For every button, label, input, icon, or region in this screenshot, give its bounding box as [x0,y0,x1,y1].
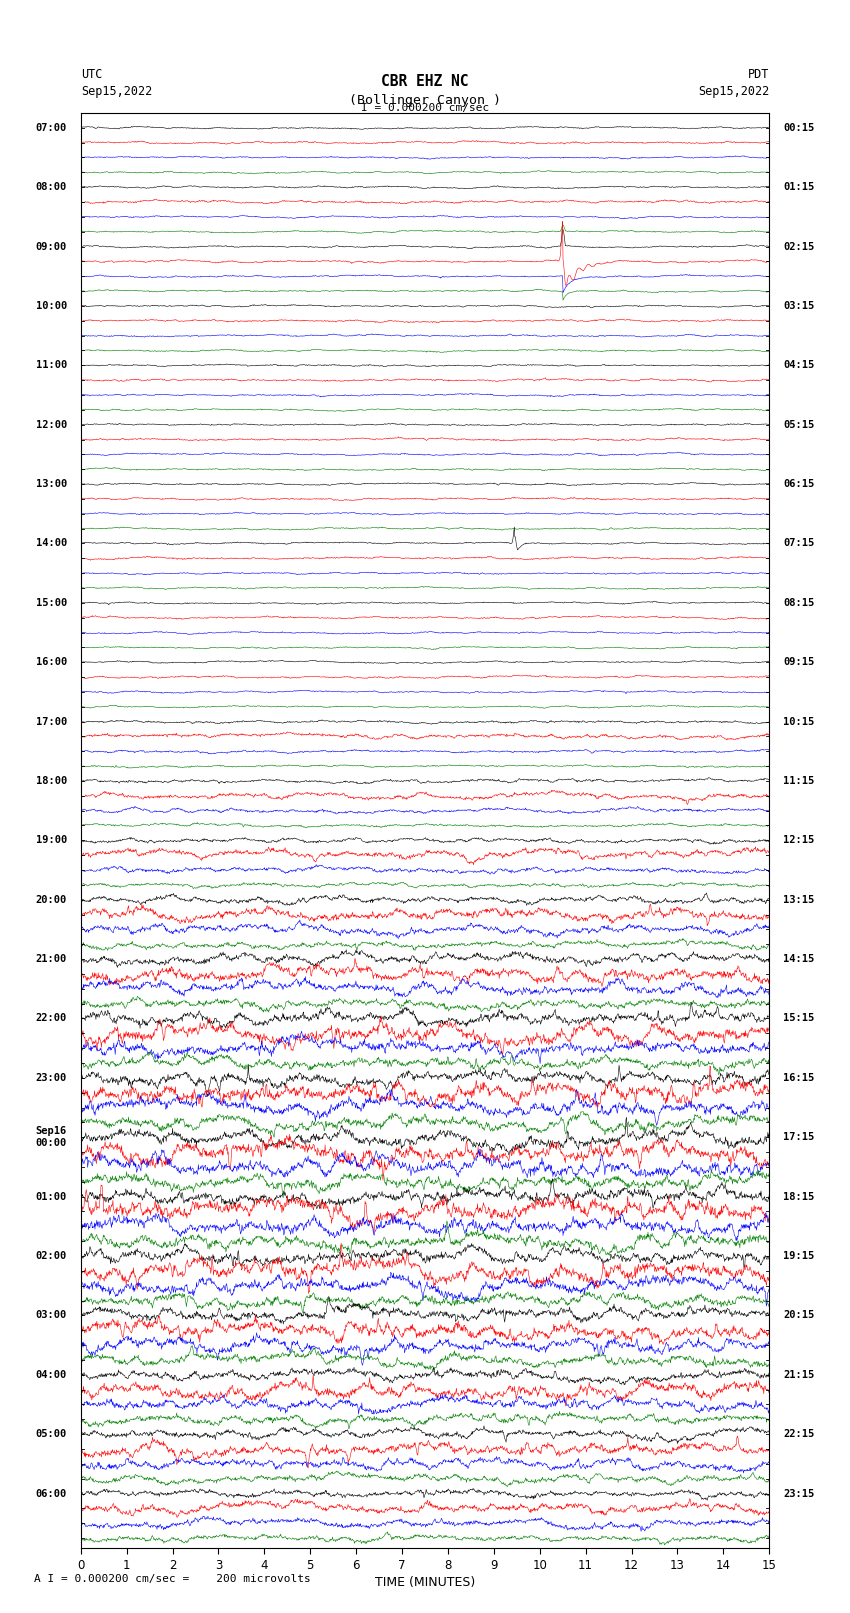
Text: 08:15: 08:15 [783,598,814,608]
Text: 04:00: 04:00 [36,1369,67,1379]
Text: (Bollinger Canyon ): (Bollinger Canyon ) [349,94,501,106]
Text: 11:00: 11:00 [36,360,67,371]
Text: 03:00: 03:00 [36,1310,67,1321]
Text: 23:00: 23:00 [36,1073,67,1082]
Text: UTC: UTC [81,68,102,81]
Text: 22:15: 22:15 [783,1429,814,1439]
Text: 09:00: 09:00 [36,242,67,252]
Text: 14:00: 14:00 [36,539,67,548]
Text: 06:00: 06:00 [36,1489,67,1498]
Text: 09:15: 09:15 [783,656,814,668]
Text: Sep16
00:00: Sep16 00:00 [36,1126,67,1148]
Text: 16:15: 16:15 [783,1073,814,1082]
Text: 04:15: 04:15 [783,360,814,371]
Text: 11:15: 11:15 [783,776,814,786]
Text: I = 0.000200 cm/sec: I = 0.000200 cm/sec [361,103,489,113]
Text: A I = 0.000200 cm/sec =    200 microvolts: A I = 0.000200 cm/sec = 200 microvolts [34,1574,311,1584]
Text: 19:15: 19:15 [783,1252,814,1261]
Text: 14:15: 14:15 [783,955,814,965]
Text: 21:00: 21:00 [36,955,67,965]
Text: 21:15: 21:15 [783,1369,814,1379]
Text: 13:15: 13:15 [783,895,814,905]
Text: 16:00: 16:00 [36,656,67,668]
Text: Sep15,2022: Sep15,2022 [81,85,152,98]
Text: 08:00: 08:00 [36,182,67,192]
Text: 15:00: 15:00 [36,598,67,608]
Text: 17:15: 17:15 [783,1132,814,1142]
Text: 07:15: 07:15 [783,539,814,548]
Text: 07:00: 07:00 [36,123,67,132]
Text: 02:00: 02:00 [36,1252,67,1261]
X-axis label: TIME (MINUTES): TIME (MINUTES) [375,1576,475,1589]
Text: PDT: PDT [748,68,769,81]
Text: 12:00: 12:00 [36,419,67,429]
Text: 10:15: 10:15 [783,716,814,726]
Text: 22:00: 22:00 [36,1013,67,1024]
Text: 00:15: 00:15 [783,123,814,132]
Text: 10:00: 10:00 [36,302,67,311]
Text: 19:00: 19:00 [36,836,67,845]
Text: 03:15: 03:15 [783,302,814,311]
Text: 02:15: 02:15 [783,242,814,252]
Text: 23:15: 23:15 [783,1489,814,1498]
Text: 18:00: 18:00 [36,776,67,786]
Text: 05:00: 05:00 [36,1429,67,1439]
Text: 06:15: 06:15 [783,479,814,489]
Text: CBR EHZ NC: CBR EHZ NC [382,74,468,89]
Text: 05:15: 05:15 [783,419,814,429]
Text: 01:00: 01:00 [36,1192,67,1202]
Text: Sep15,2022: Sep15,2022 [698,85,769,98]
Text: 18:15: 18:15 [783,1192,814,1202]
Text: 20:00: 20:00 [36,895,67,905]
Text: 20:15: 20:15 [783,1310,814,1321]
Text: 15:15: 15:15 [783,1013,814,1024]
Text: 17:00: 17:00 [36,716,67,726]
Text: 12:15: 12:15 [783,836,814,845]
Text: 13:00: 13:00 [36,479,67,489]
Text: 01:15: 01:15 [783,182,814,192]
